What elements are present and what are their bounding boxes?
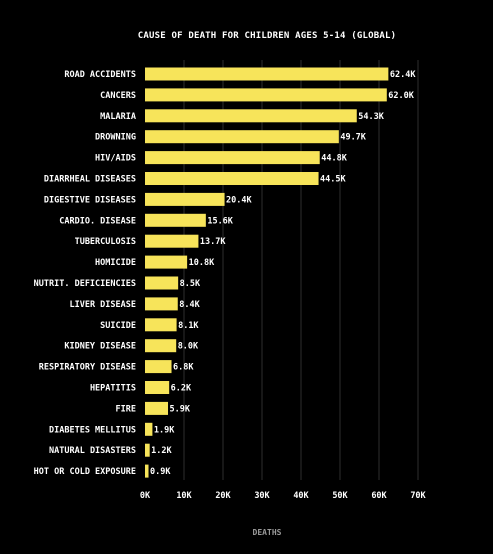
data-label: 1.9K: [154, 425, 175, 435]
category-label: HIV/AIDS: [95, 154, 136, 164]
data-label: 44.5K: [320, 175, 346, 185]
bar: [145, 172, 319, 185]
category-label: CANCERS: [100, 91, 136, 101]
category-label: DIGESTIVE DISEASES: [44, 195, 136, 205]
bar: [145, 67, 389, 81]
bar: [145, 255, 188, 269]
category-label: SUICIDE: [100, 321, 136, 331]
bar: [145, 401, 169, 415]
category-label: TUBERCULOSIS: [75, 237, 136, 247]
category-label: RESPIRATORY DISEASE: [39, 363, 136, 373]
data-label: 10.8K: [189, 258, 215, 268]
x-tick-label: 70K: [410, 491, 426, 501]
bar: [145, 443, 150, 457]
category-label: NUTRIT. DEFICIENCIES: [34, 279, 136, 289]
bar: [145, 381, 170, 394]
bar: [145, 234, 199, 248]
bar: [145, 318, 177, 332]
x-tick-label: 60K: [371, 491, 387, 501]
bar: [145, 130, 339, 144]
category-label: NATURAL DISASTERS: [49, 446, 136, 456]
x-tick-label: 20K: [215, 491, 231, 501]
category-label: ROAD ACCIDENTS: [64, 70, 136, 80]
data-label: 5.9K: [170, 404, 191, 414]
data-label: 54.3K: [358, 112, 384, 122]
category-label: DIARRHEAL DISEASES: [44, 175, 136, 185]
data-label: 49.7K: [340, 133, 366, 143]
data-label: 62.4K: [390, 70, 416, 80]
data-label: 6.8K: [173, 363, 194, 373]
x-axis-ticks: 0K 10K 20K 30K 40K 50K 60K 70K: [140, 491, 427, 501]
gridlines: [183, 60, 419, 480]
data-label: 8.0K: [178, 342, 199, 352]
data-label: 0.9K: [150, 467, 171, 477]
category-label: HEPATITIS: [90, 384, 136, 394]
data-label: 8.5K: [180, 279, 201, 289]
x-tick-label: 0K: [140, 491, 151, 501]
category-label: DIABETES MELLITUS: [49, 425, 136, 435]
bar: [145, 151, 320, 165]
data-label: 8.1K: [178, 321, 199, 331]
category-label: CARDIO. DISEASE: [59, 216, 136, 226]
bar: [145, 464, 149, 478]
category-label: HOMICIDE: [95, 258, 136, 268]
data-label: 8.4K: [179, 300, 200, 310]
data-label: 1.2K: [151, 446, 172, 456]
bar: [145, 276, 179, 290]
category-label: KIDNEY DISEASE: [64, 342, 136, 352]
x-tick-label: 50K: [332, 491, 348, 501]
bars: [145, 67, 389, 478]
bar: [145, 88, 387, 102]
data-label: 15.6K: [207, 216, 233, 226]
bar: [145, 213, 206, 227]
bar: [145, 422, 153, 436]
bar: [145, 109, 357, 123]
bar: [145, 339, 177, 353]
data-label: 6.2K: [171, 384, 192, 394]
bar: [145, 360, 172, 374]
data-label: 62.0K: [388, 91, 414, 101]
value-labels: 62.4K 62.0K 54.3K 49.7K 44.8K 44.5K 20.4K 15.6K…: [150, 70, 416, 477]
category-label: DROWNING: [95, 133, 136, 143]
category-labels: ROAD ACCIDENTS CANCERS MALARIA DROWNING HIV/…: [34, 70, 136, 477]
data-label: 44.8K: [321, 154, 347, 164]
data-label: 13.7K: [200, 237, 226, 247]
category-label: FIRE: [116, 404, 136, 414]
bar: [145, 192, 225, 206]
x-tick-label: 30K: [254, 491, 270, 501]
x-tick-label: 40K: [293, 491, 309, 501]
category-label: MALARIA: [100, 112, 136, 122]
data-label: 20.4K: [226, 195, 252, 205]
category-label: LIVER DISEASE: [69, 300, 136, 310]
x-axis-title: DEATHS: [253, 528, 282, 537]
chart-title: CAUSE OF DEATH FOR CHILDREN AGES 5-14 (G…: [138, 31, 396, 41]
category-label: HOT OR COLD EXPOSURE: [34, 467, 136, 477]
bar: [145, 297, 178, 311]
x-tick-label: 10K: [176, 491, 192, 501]
